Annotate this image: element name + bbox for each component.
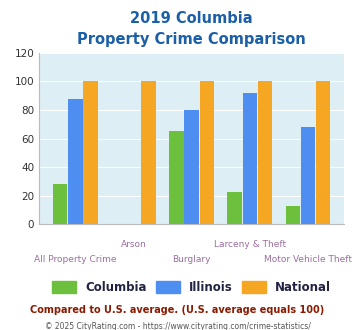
Bar bbox=[141, 82, 156, 224]
Text: Burglary: Burglary bbox=[173, 255, 211, 264]
Bar bbox=[301, 127, 315, 224]
Text: Arson: Arson bbox=[121, 240, 146, 249]
Bar bbox=[53, 184, 67, 224]
Text: Motor Vehicle Theft: Motor Vehicle Theft bbox=[264, 255, 352, 264]
Bar bbox=[169, 131, 184, 224]
Text: © 2025 CityRating.com - https://www.cityrating.com/crime-statistics/: © 2025 CityRating.com - https://www.city… bbox=[45, 322, 310, 330]
Bar bbox=[83, 82, 98, 224]
Bar bbox=[185, 110, 199, 224]
Bar bbox=[200, 82, 214, 224]
Legend: Columbia, Illinois, National: Columbia, Illinois, National bbox=[47, 277, 336, 299]
Title: 2019 Columbia
Property Crime Comparison: 2019 Columbia Property Crime Comparison bbox=[77, 12, 306, 48]
Bar bbox=[286, 206, 300, 224]
Text: Compared to U.S. average. (U.S. average equals 100): Compared to U.S. average. (U.S. average … bbox=[31, 305, 324, 315]
Bar bbox=[316, 82, 331, 224]
Bar bbox=[68, 99, 83, 224]
Bar bbox=[242, 93, 257, 224]
Bar bbox=[228, 191, 242, 224]
Text: All Property Crime: All Property Crime bbox=[34, 255, 116, 264]
Bar bbox=[258, 82, 272, 224]
Text: Larceny & Theft: Larceny & Theft bbox=[214, 240, 286, 249]
